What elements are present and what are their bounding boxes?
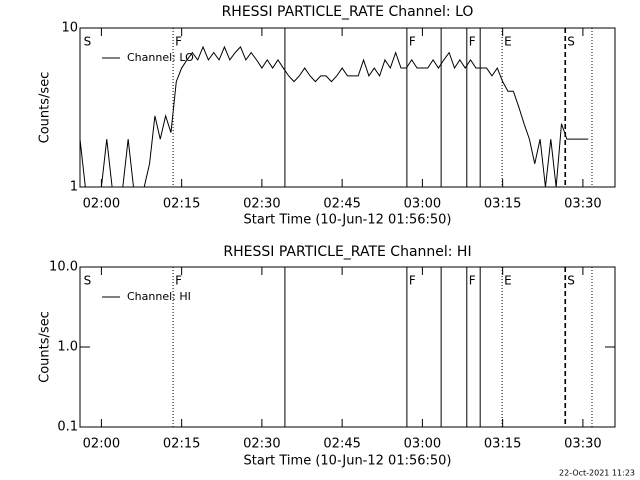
x-tick-label: 02:00 [83,197,120,212]
event-flag: F [409,274,416,288]
event-flag: F [175,35,182,49]
y-tick-label: 10.0 [49,260,78,275]
event-flag: F [469,274,476,288]
x-axis-label: Start Time (10-Jun-12 01:56:50) [244,454,452,469]
x-tick-label: 03:00 [404,197,441,212]
y-tick-label: 1 [70,180,78,195]
event-flag: S [84,35,92,49]
x-tick-label: 02:30 [243,197,280,212]
plot-frame [79,27,616,188]
x-tick-label: 03:15 [484,437,521,452]
x-tick-label: 02:15 [163,197,200,212]
event-flag: E [504,274,512,288]
event-flag: E [504,35,512,49]
x-tick-label: 03:30 [564,437,601,452]
x-tick-label: 02:00 [83,437,120,452]
x-tick-label: 03:15 [484,197,521,212]
footer: 22-Oct-2021 11:23 [559,469,635,478]
data-line [79,45,589,188]
event-flag: S [84,274,92,288]
y-tick-label: 1.0 [57,340,78,355]
event-flag: F [175,274,182,288]
event-flag: S [567,35,575,49]
y-axis-label: Counts/sec [38,72,53,144]
chart-title: RHESSI PARTICLE_RATE Channel: HI [223,244,471,260]
x-axis-label: Start Time (10-Jun-12 01:56:50) [244,213,452,228]
legend-label: Channel: LO [127,51,194,64]
x-tick-label: 02:45 [323,197,360,212]
chart-title: RHESSI PARTICLE_RATE Channel: LO [222,4,474,20]
event-flag: S [567,274,575,288]
x-tick-label: 03:30 [564,197,601,212]
y-tick-label: 10 [61,21,78,36]
x-tick-label: 03:00 [404,437,441,452]
y-axis-label: Counts/sec [38,311,53,383]
x-tick-label: 02:15 [163,437,200,452]
y-tick-label: 0.1 [57,420,78,435]
x-tick-label: 02:45 [323,437,360,452]
x-tick-label: 02:30 [243,437,280,452]
event-flag: F [469,35,476,49]
legend-label: Channel: HI [127,290,191,303]
event-flag: F [409,35,416,49]
